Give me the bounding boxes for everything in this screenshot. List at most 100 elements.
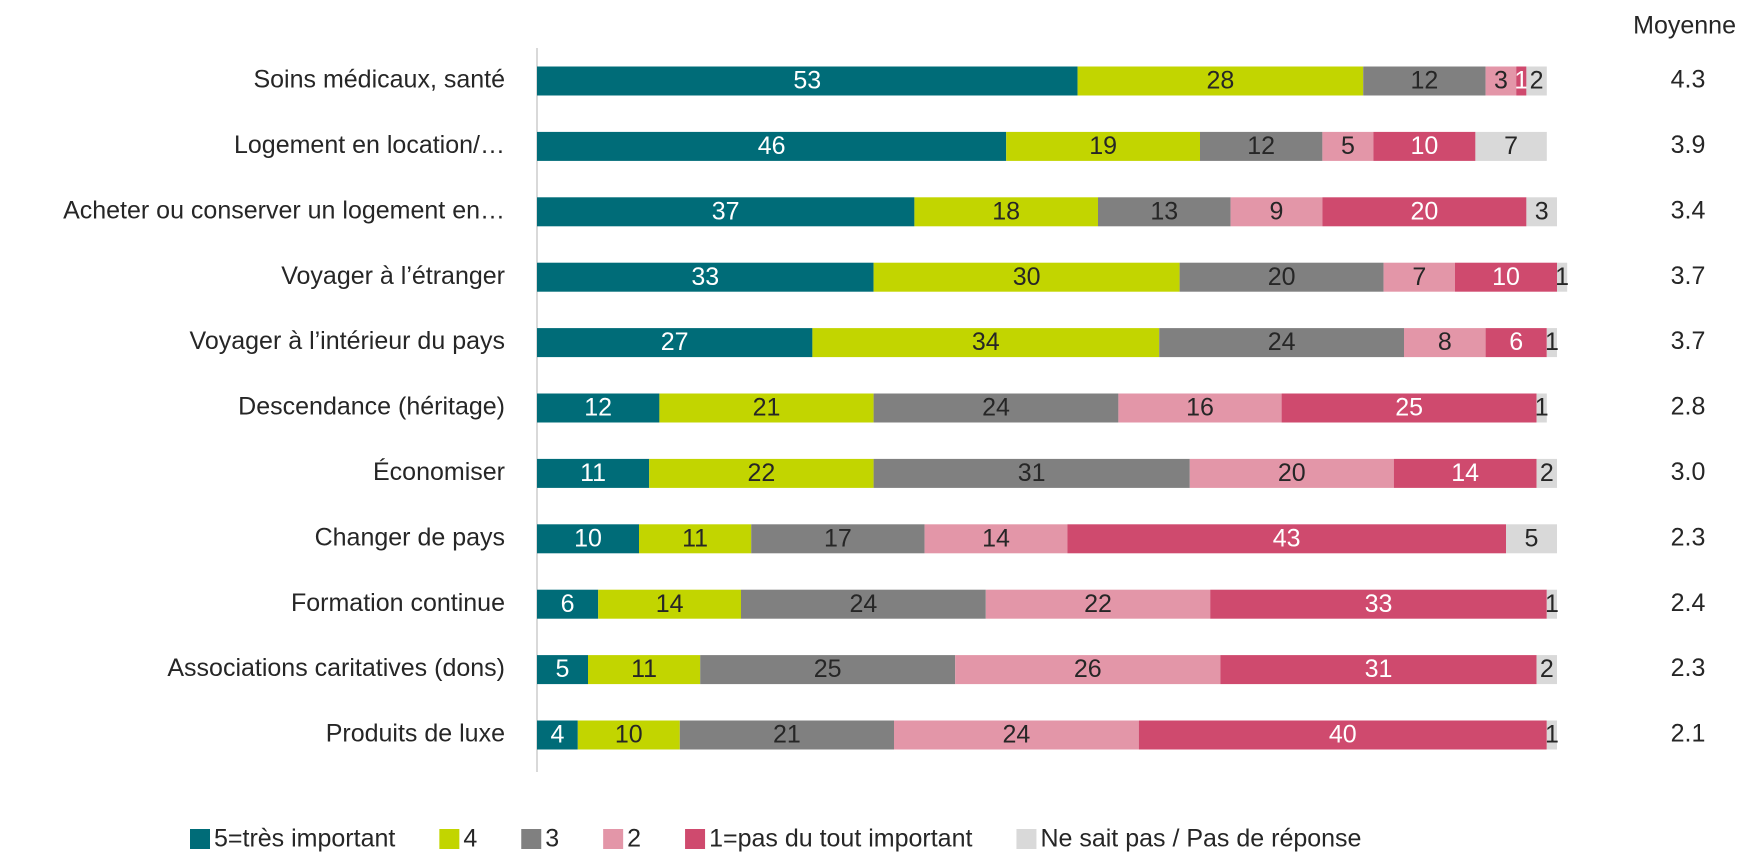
bar-segment [679,720,894,750]
mean-value: 2.4 [1671,589,1706,617]
value-label: 25 [1395,394,1423,422]
value-label: 20 [1410,197,1438,225]
legend-label: 1=pas du tout important [709,825,972,853]
category-label: Logement en location/… [234,131,505,159]
category-label: Produits de luxe [326,720,505,748]
value-label: 24 [982,394,1010,422]
bar-segment [537,197,915,227]
value-label: 6 [561,590,575,618]
value-label: 10 [1410,132,1438,160]
legend-label: 5=très important [214,825,395,853]
bar-segment [537,393,660,423]
bar-segment [1546,589,1557,619]
value-label: 18 [992,197,1020,225]
bar-segment [1077,66,1364,96]
bar-segment [1536,458,1557,488]
means-title: Moyenne [1633,12,1736,40]
value-label: 5 [1525,524,1539,552]
bar-segment [1363,66,1486,96]
bar-segment [1322,131,1374,161]
value-label: 9 [1270,197,1284,225]
value-label: 27 [661,328,689,356]
bar-segment [1383,262,1455,292]
value-label: 2 [1540,655,1554,683]
bar-segment [1475,131,1547,161]
value-label: 2 [1530,67,1544,95]
bar-segment [1485,328,1547,358]
mean-value: 2.3 [1671,523,1706,551]
bar-segment [537,328,813,358]
bar-segment [1506,524,1557,554]
bar-segment [537,524,639,554]
bar-segment [812,328,1160,358]
bar-segment [1230,197,1323,227]
bar-segment [1210,589,1547,619]
bar-segment [1455,262,1557,292]
mean-value: 2.1 [1671,720,1706,748]
value-label: 10 [615,721,643,749]
value-label: 31 [1018,459,1046,487]
mean-value: 2.3 [1671,654,1706,682]
bar-segment [1322,197,1527,227]
bar-segment [1516,66,1527,96]
bar-segment [1485,66,1517,96]
value-label: 3 [1535,197,1549,225]
mean-value: 3.9 [1671,131,1706,159]
value-label: 14 [1451,459,1479,487]
value-label: 24 [1268,328,1296,356]
legend-swatch [439,829,460,849]
value-label: 1 [1545,328,1559,356]
legend-swatch [603,829,624,849]
bar-segment [1536,655,1557,685]
bar-segment [741,589,986,619]
value-label: 5 [556,655,570,683]
bar-segment [914,197,1098,227]
bar-segment [1393,458,1537,488]
bar-segment [873,458,1190,488]
bar-segment [639,524,752,554]
bar-segment [894,720,1139,750]
bar-segment [537,131,1007,161]
value-label: 16 [1186,394,1214,422]
value-label: 11 [631,655,657,683]
value-label: 5 [1341,132,1355,160]
mean-value: 3.7 [1671,327,1706,355]
value-label: 25 [814,655,842,683]
value-label: 11 [580,459,606,487]
value-label: 7 [1504,132,1518,160]
bar-segment [1159,328,1404,358]
value-label: 20 [1268,263,1296,291]
bar-segment [1404,328,1486,358]
bar-segment [537,66,1078,96]
value-label: 10 [1492,263,1520,291]
legend-label: Ne sait pas / Pas de réponse [1040,825,1361,853]
bar-segment [873,393,1119,423]
category-label: Formation continue [291,589,505,617]
bar-segment [1281,393,1537,423]
value-label: 12 [1247,132,1275,160]
value-label: 33 [691,263,719,291]
bar-segment [537,655,588,685]
value-label: 14 [982,524,1010,552]
value-label: 21 [753,394,781,422]
bar-segment [1200,131,1323,161]
value-label: 34 [972,328,1000,356]
value-label: 22 [1084,590,1112,618]
bar-segment [659,393,874,423]
value-label: 33 [1365,590,1393,618]
bar-segment [1536,393,1547,423]
value-label: 3 [1494,67,1508,95]
bar-segment [1546,720,1557,750]
value-label: 24 [849,590,877,618]
bar-segment [1067,524,1506,554]
mean-value: 4.3 [1671,66,1706,94]
value-label: 37 [712,197,740,225]
bar-segment [924,524,1068,554]
value-label: 40 [1329,721,1357,749]
bar-segment [1526,197,1557,227]
value-label: 8 [1438,328,1452,356]
bar-segment [537,589,599,619]
bar-segment [1557,262,1568,292]
bar-segment [1118,393,1282,423]
